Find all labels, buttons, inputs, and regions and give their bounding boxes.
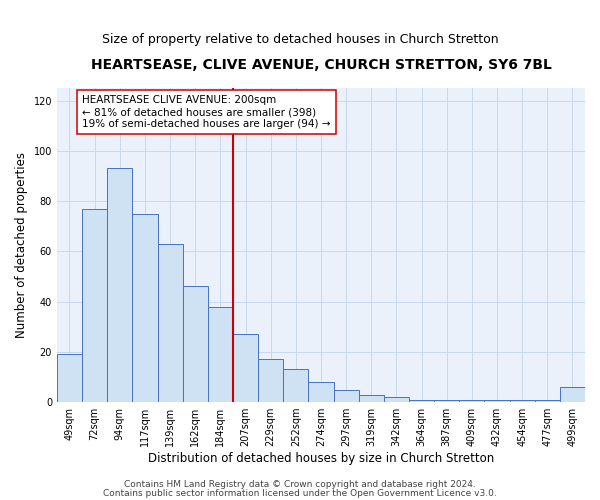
Text: Contains HM Land Registry data © Crown copyright and database right 2024.: Contains HM Land Registry data © Crown c… xyxy=(124,480,476,489)
X-axis label: Distribution of detached houses by size in Church Stretton: Distribution of detached houses by size … xyxy=(148,452,494,465)
Bar xyxy=(107,168,133,402)
Title: HEARTSEASE, CLIVE AVENUE, CHURCH STRETTON, SY6 7BL: HEARTSEASE, CLIVE AVENUE, CHURCH STRETTO… xyxy=(91,58,551,71)
Bar xyxy=(283,370,308,402)
Bar xyxy=(560,387,585,402)
Bar xyxy=(484,400,509,402)
Bar xyxy=(334,390,359,402)
Bar xyxy=(509,400,535,402)
Bar xyxy=(384,397,409,402)
Bar xyxy=(409,400,434,402)
Bar xyxy=(182,286,208,402)
Bar xyxy=(158,244,182,402)
Bar xyxy=(208,306,233,402)
Bar xyxy=(133,214,158,402)
Bar xyxy=(233,334,258,402)
Bar xyxy=(308,382,334,402)
Text: Contains public sector information licensed under the Open Government Licence v3: Contains public sector information licen… xyxy=(103,488,497,498)
Bar xyxy=(82,208,107,402)
Bar xyxy=(459,400,484,402)
Text: HEARTSEASE CLIVE AVENUE: 200sqm
← 81% of detached houses are smaller (398)
19% o: HEARTSEASE CLIVE AVENUE: 200sqm ← 81% of… xyxy=(82,96,331,128)
Bar xyxy=(535,400,560,402)
Bar xyxy=(258,360,283,402)
Y-axis label: Number of detached properties: Number of detached properties xyxy=(15,152,28,338)
Text: Size of property relative to detached houses in Church Stretton: Size of property relative to detached ho… xyxy=(101,32,499,46)
Bar xyxy=(359,394,384,402)
Bar xyxy=(57,354,82,402)
Bar xyxy=(434,400,459,402)
